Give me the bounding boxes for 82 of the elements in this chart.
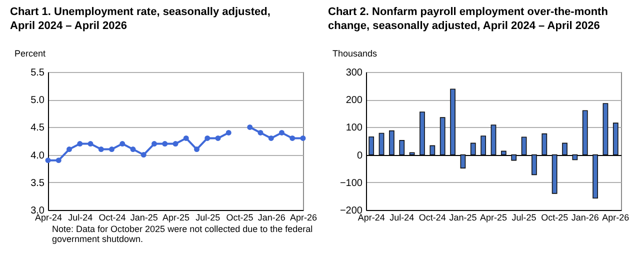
- x-tick-label: Jul-24: [390, 212, 414, 222]
- y-tick-label: 0: [356, 150, 363, 162]
- bar: [532, 154, 537, 176]
- point: [204, 136, 210, 141]
- chart-title: Chart 2. Nonfarm payroll employment over-the-month change, seasonally adjusted, April 2024 – April 2026: [328, 6, 608, 32]
- point: [98, 146, 104, 152]
- x-tick-label: Jul-25: [196, 212, 220, 222]
- x-tick-label: Apr-25: [162, 212, 190, 222]
- point: [140, 152, 146, 158]
- bar: [389, 130, 394, 156]
- bar: [399, 140, 405, 156]
- point: [56, 158, 62, 164]
- point: [268, 136, 274, 141]
- y-tick-label: 200: [346, 95, 363, 106]
- text: Note: Data for October 2025 were not collected due to the federal government shutdown.: [52, 224, 314, 245]
- y-axis-title: Percent: [14, 48, 46, 58]
- bar: [378, 132, 384, 156]
- bar: [420, 112, 425, 156]
- point: [109, 146, 114, 152]
- bar: [368, 136, 374, 156]
- x-tick-label: Apr-24: [34, 212, 62, 222]
- bar: [470, 142, 476, 156]
- bar: [511, 154, 517, 161]
- bar: [612, 122, 618, 156]
- x-tick-label: Oct-25: [226, 212, 254, 222]
- point: [194, 146, 200, 152]
- point: [215, 136, 221, 141]
- point: [290, 136, 296, 141]
- y-axis-title: Thousands: [332, 48, 378, 58]
- bar: [480, 136, 486, 156]
- point: [88, 141, 94, 146]
- point: [130, 146, 136, 152]
- point: [300, 136, 306, 141]
- bar: [409, 152, 415, 156]
- x-tick-label: Apr-26: [290, 212, 318, 222]
- y-tick-label: 100: [346, 122, 363, 134]
- bar: [572, 154, 578, 160]
- point: [279, 130, 284, 136]
- x-tick-label: Apr-25: [480, 212, 508, 222]
- point: [258, 130, 264, 136]
- bar: [562, 142, 568, 156]
- bar: [500, 150, 506, 156]
- x-tick-label: Jan-25: [449, 212, 477, 222]
- bar: [430, 145, 436, 156]
- y-tick-label: 3.5: [30, 178, 45, 189]
- chart-title: Chart 1. Unemployment rate, seasonally adjusted, April 2024 – April 2026: [10, 6, 270, 32]
- x-tick-label: Jul-25: [512, 212, 536, 222]
- y-tick-label: 4.5: [30, 122, 45, 134]
- bar: [542, 133, 548, 156]
- x-tick-label: Jan-25: [130, 212, 158, 222]
- bar: [602, 103, 608, 156]
- point: [66, 146, 72, 152]
- x-tick-label: Jan-26: [571, 212, 599, 222]
- bar: [582, 110, 588, 156]
- x-tick-label: Oct-25: [541, 212, 568, 222]
- y-tick-label: −100: [340, 178, 363, 189]
- bar: [592, 154, 598, 199]
- x-tick-label: Jan-26: [258, 212, 286, 222]
- bar: [460, 154, 466, 168]
- point: [172, 141, 178, 146]
- point: [45, 158, 51, 164]
- point: [226, 130, 232, 136]
- x-tick-label: Jul-24: [68, 212, 93, 222]
- point: [183, 136, 189, 141]
- x-tick-label: Oct-24: [418, 212, 446, 222]
- bar: [521, 136, 527, 156]
- y-tick-label: 5.5: [30, 68, 45, 78]
- y-tick-label: 5.0: [30, 95, 45, 106]
- bar: [552, 154, 558, 194]
- bar: [440, 117, 446, 156]
- point: [247, 124, 253, 130]
- x-tick-label: Oct-24: [98, 212, 126, 222]
- bar: [450, 88, 456, 156]
- point: [120, 141, 126, 146]
- y-tick-label: 4.0: [30, 150, 45, 162]
- point: [77, 141, 83, 146]
- bar: [490, 124, 496, 156]
- y-tick-label: 300: [346, 68, 363, 78]
- x-tick-label: Apr-24: [358, 212, 385, 222]
- x-tick-label: Apr-26: [602, 212, 630, 222]
- point: [152, 141, 157, 146]
- point: [162, 141, 168, 146]
